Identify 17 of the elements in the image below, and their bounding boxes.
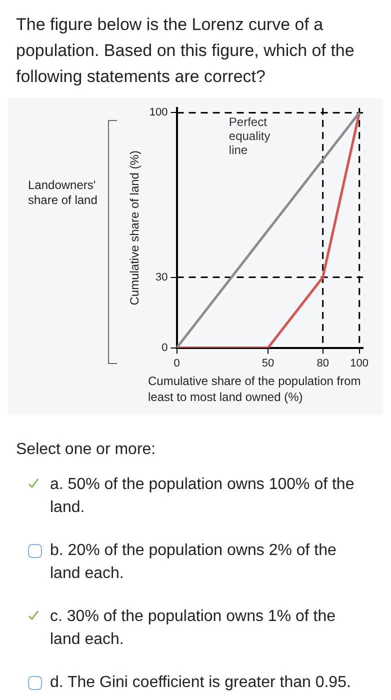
text: c. 30% of the population owns 1% of the land each. [50,607,337,650]
text: Select one or more: [15,440,157,459]
x-tick-label: 50 [262,357,274,370]
y-tick-label: 30 [156,271,168,284]
text: d. The Gini coefficient is greater than 0.95. [50,673,352,693]
text: Landowners' share of land [28,178,98,208]
y-tick-label: 100 [149,106,168,119]
x-tick-label: 80 [316,357,329,370]
y-tick-label: 0 [162,342,168,354]
text: a. 50% of the population owns 100% of the land. [50,475,356,518]
x-tick-label: 0 [174,357,180,370]
y-axis-title: Cumulative share of land (%) [128,150,142,306]
text: b. 20% of the population owns 2% of the land each. [50,541,338,584]
x-axis-title: Cumulative share of the population from least to most land owned (%) [148,373,362,405]
text: Perfect equality line [228,115,270,157]
x-tick-label: 100 [350,357,369,370]
chart-title: The figure below is the Lorenz curve of a population. Based on this figure, which of the following statements are correct? [15,14,356,88]
